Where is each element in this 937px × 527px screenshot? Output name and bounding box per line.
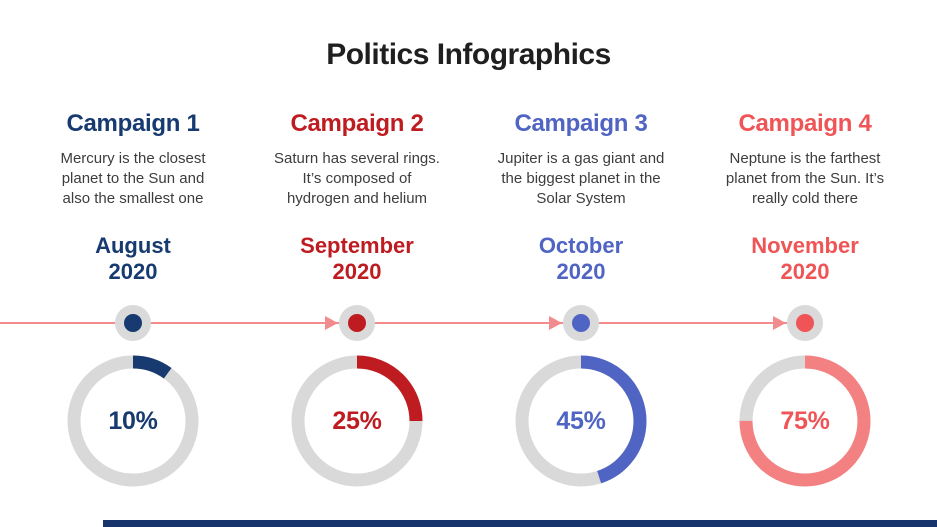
donut-chart-3: 45% bbox=[513, 353, 649, 489]
timeline-node-2 bbox=[339, 305, 375, 341]
donut-chart-2: 25% bbox=[289, 353, 425, 489]
campaign-4-month: November bbox=[751, 233, 859, 258]
arrow-right-icon bbox=[549, 316, 562, 330]
page-title: Politics Infographics bbox=[326, 38, 611, 71]
campaign-1-date: August 2020 bbox=[21, 233, 245, 285]
campaign-3-year: 2020 bbox=[556, 259, 606, 284]
campaign-column-4: Campaign 4 Neptune is the farthest plane… bbox=[693, 0, 917, 527]
timeline-node-1 bbox=[115, 305, 151, 341]
timeline-dot-2 bbox=[348, 314, 366, 332]
arrow-right-icon bbox=[773, 316, 786, 330]
campaign-1-month: August bbox=[95, 233, 171, 258]
donut-arc bbox=[291, 355, 423, 487]
timeline-dot-4 bbox=[796, 314, 814, 332]
timeline-node-3 bbox=[563, 305, 599, 341]
campaign-columns: Campaign 1 Mercury is the closest planet… bbox=[21, 0, 917, 527]
campaign-1-description: Mercury is the closest planet to the Sun… bbox=[60, 150, 206, 207]
donut-svg-3 bbox=[515, 355, 647, 487]
campaign-2-date: September 2020 bbox=[245, 233, 469, 285]
campaign-2-title: Campaign 2 bbox=[290, 110, 424, 137]
arrow-right-icon bbox=[325, 316, 338, 330]
campaign-column-3: Campaign 3 Jupiter is a gas giant and th… bbox=[469, 0, 693, 527]
campaign-3-progress-label: 45% bbox=[556, 406, 606, 435]
campaign-4-title: Campaign 4 bbox=[738, 110, 872, 137]
donut-chart-1: 10% bbox=[65, 353, 201, 489]
donut-svg-1 bbox=[67, 355, 199, 487]
campaign-4-progress-label: 75% bbox=[780, 406, 830, 435]
campaign-3-month: October bbox=[538, 233, 624, 258]
donut-arc bbox=[739, 355, 871, 487]
bottom-accent-bar bbox=[103, 520, 937, 527]
campaign-4-description: Neptune is the farthest planet from the … bbox=[725, 150, 885, 207]
timeline-line bbox=[0, 322, 806, 324]
campaign-2-description: Saturn has several rings. It’s composed … bbox=[274, 150, 440, 207]
campaign-2-month: September bbox=[300, 233, 414, 258]
timeline-dot-3 bbox=[572, 314, 590, 332]
donut-arc bbox=[515, 355, 647, 487]
campaign-1-year: 2020 bbox=[108, 259, 158, 284]
campaign-2-year: 2020 bbox=[332, 259, 382, 284]
campaign-2-progress-label: 25% bbox=[332, 406, 382, 435]
donut-svg-4 bbox=[739, 355, 871, 487]
timeline-dot-1 bbox=[124, 314, 142, 332]
campaign-3-date: October 2020 bbox=[469, 233, 693, 285]
campaign-column-2: Campaign 2 Saturn has several rings. It’… bbox=[245, 0, 469, 527]
donut-chart-4: 75% bbox=[737, 353, 873, 489]
campaign-4-date: November 2020 bbox=[693, 233, 917, 285]
campaign-3-description: Jupiter is a gas giant and the biggest p… bbox=[497, 150, 665, 207]
donut-svg-2 bbox=[291, 355, 423, 487]
campaign-1-progress-label: 10% bbox=[108, 406, 158, 435]
donut-arc bbox=[67, 355, 199, 487]
timeline-node-4 bbox=[787, 305, 823, 341]
campaign-4-year: 2020 bbox=[780, 259, 830, 284]
campaign-3-title: Campaign 3 bbox=[514, 110, 648, 137]
campaign-column-1: Campaign 1 Mercury is the closest planet… bbox=[21, 0, 245, 527]
campaign-1-title: Campaign 1 bbox=[66, 110, 200, 137]
